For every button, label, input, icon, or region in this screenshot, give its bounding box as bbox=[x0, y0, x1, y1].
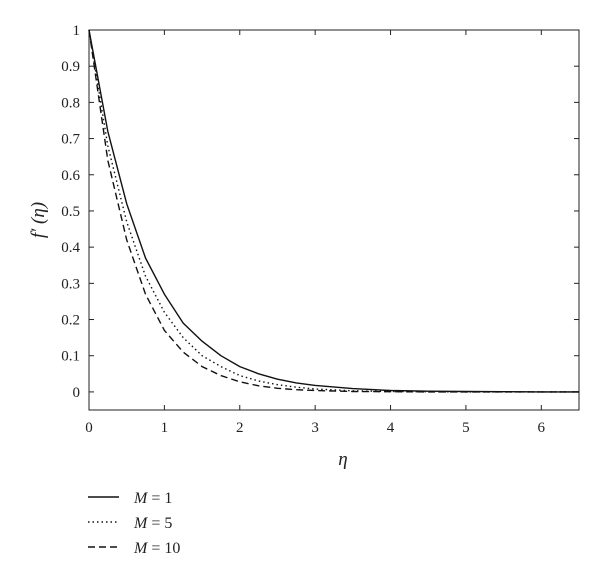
series-line bbox=[88, 29, 579, 393]
x-tick-label: 3 bbox=[311, 420, 319, 436]
x-tick-label: 1 bbox=[161, 420, 169, 436]
y-tick-label: 0.3 bbox=[61, 276, 80, 292]
series-lines bbox=[88, 29, 579, 393]
legend-label: M = 1 bbox=[133, 490, 172, 507]
y-tick-label: 0.9 bbox=[61, 59, 80, 75]
x-tick-label: 4 bbox=[387, 420, 395, 436]
y-tick-label: 0.5 bbox=[61, 204, 80, 220]
series-line bbox=[88, 29, 579, 393]
x-tick-label: 2 bbox=[236, 420, 244, 436]
legend-label: M = 10 bbox=[133, 540, 180, 557]
y-tick-label: 0.2 bbox=[61, 313, 80, 329]
y-tick-label: 0.1 bbox=[61, 349, 80, 365]
y-tick-label: 1 bbox=[73, 23, 81, 39]
y-tick-label: 0.7 bbox=[61, 132, 80, 148]
series-line bbox=[88, 29, 579, 393]
y-tick-label: 0.6 bbox=[61, 168, 80, 184]
plot-frame bbox=[88, 29, 580, 411]
y-tick-label: 0.4 bbox=[61, 240, 80, 256]
x-tick-label: 0 bbox=[85, 420, 93, 436]
y-tick-label: 0.8 bbox=[61, 95, 80, 111]
x-axis-title: η bbox=[338, 449, 347, 470]
legend: M = 1 M = 5 M = 10 bbox=[88, 490, 180, 557]
y-tick-label: 0 bbox=[73, 385, 81, 401]
x-tick-label: 6 bbox=[538, 420, 546, 436]
y-axis-ticks: 0 0.1 0.2 0.3 0.4 0.5 0.6 0.7 0.8 0.9 1 bbox=[61, 23, 579, 401]
x-axis-ticks: 0 1 2 3 4 5 6 bbox=[85, 30, 546, 436]
y-axis-title: f′ (η) bbox=[28, 202, 49, 238]
legend-label: M = 5 bbox=[133, 515, 172, 532]
x-tick-label: 5 bbox=[462, 420, 470, 436]
